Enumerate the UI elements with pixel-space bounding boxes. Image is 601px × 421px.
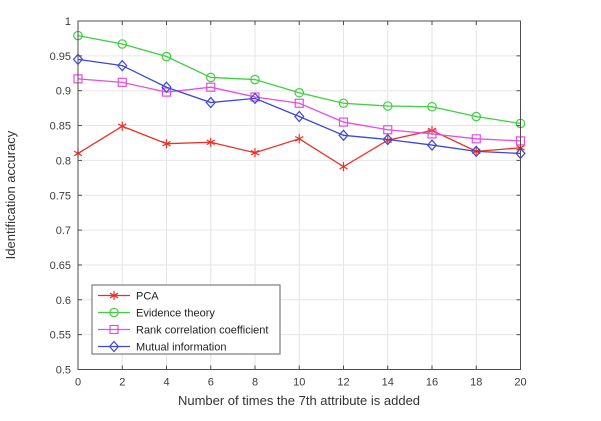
x-tick-label: 20 <box>514 377 526 389</box>
y-tick-label: 0.9 <box>56 86 71 98</box>
circle-marker <box>250 74 260 85</box>
x-axis-label: Number of times the 7th attribute is add… <box>178 393 420 408</box>
diamond-marker <box>117 59 128 72</box>
diamond-marker <box>426 139 438 151</box>
legend-item: Mutual information <box>98 340 227 354</box>
asterisk-stroke <box>339 163 348 170</box>
asterisk-marker <box>109 290 119 301</box>
square-marker <box>294 98 304 108</box>
y-tick-label: 0.65 <box>50 260 71 272</box>
square-marker <box>471 134 481 144</box>
asterisk-stroke <box>250 149 260 156</box>
y-tick-label: 0.8 <box>56 155 71 167</box>
series-line-evidence-theory <box>77 34 521 125</box>
asterisk-marker <box>206 137 216 147</box>
x-tick-label: 18 <box>470 377 482 389</box>
circle-marker <box>471 111 482 122</box>
asterisk-stroke <box>117 123 127 130</box>
square-marker <box>117 77 127 87</box>
square-marker <box>338 117 349 127</box>
legend-item: PCA <box>98 291 159 303</box>
circle-marker <box>205 72 216 83</box>
legend-item: Rank correlation coefficient <box>98 325 268 337</box>
circle-marker <box>294 87 305 98</box>
asterisk-stroke <box>206 139 216 146</box>
diamond-marker <box>108 340 120 353</box>
circle-marker <box>382 101 393 111</box>
x-tick-label: 12 <box>337 377 349 389</box>
asterisk-stroke <box>162 140 171 147</box>
diamond-marker <box>471 145 482 158</box>
asterisk-marker <box>162 139 171 149</box>
asterisk-stroke <box>294 135 304 142</box>
y-tick-label: 0.6 <box>56 295 71 307</box>
square-marker <box>161 87 172 97</box>
circle-marker <box>161 51 172 62</box>
square-marker <box>109 324 119 335</box>
series-layer <box>72 30 526 172</box>
x-tick-label: 0 <box>75 377 81 389</box>
x-tick-label: 4 <box>163 377 169 389</box>
legend-item: Evidence theory <box>98 308 215 320</box>
y-tick-label: 0.55 <box>50 330 71 342</box>
asterisk-marker <box>117 121 127 131</box>
y-tick-label: 0.7 <box>56 225 71 237</box>
tick-layer: 0 2 4 6 8 10 12 14 16 18 20 0.5 0.55 0.6 0.65 0.7 0.75 0.… <box>50 16 527 389</box>
legend-item-label: Evidence theory <box>136 308 215 320</box>
circle-marker <box>117 39 128 49</box>
diamond-marker <box>338 129 349 142</box>
square-marker <box>206 82 216 92</box>
diamond-marker <box>205 96 216 109</box>
x-tick-label: 8 <box>252 377 258 389</box>
y-tick-label: 0.95 <box>50 51 71 63</box>
square-marker <box>427 129 437 139</box>
legend-item-label: Rank correlation coefficient <box>136 325 268 337</box>
x-tick-label: 16 <box>426 377 438 389</box>
diamond-marker <box>382 133 393 146</box>
legend-box <box>91 284 281 355</box>
legend-item-label: PCA <box>136 291 159 303</box>
circle-marker <box>427 101 437 112</box>
x-tick-label: 10 <box>293 377 305 389</box>
diamond-marker <box>249 92 261 105</box>
y-axis-label: Identification accuracy <box>3 130 18 259</box>
asterisk-marker <box>250 148 260 158</box>
circle-marker <box>109 307 119 318</box>
x-tick-label: 2 <box>119 377 125 389</box>
diamond-marker <box>294 110 305 123</box>
y-tick-label: 0.85 <box>50 121 71 133</box>
series-line-mutual-information <box>77 58 521 155</box>
legend-item-label: Mutual information <box>136 342 227 354</box>
y-tick-label: 0.5 <box>56 365 71 377</box>
series-line-rank-correlation-coefficient <box>77 78 521 142</box>
x-tick-label: 6 <box>208 377 214 389</box>
y-tick-label: 0.75 <box>50 190 71 202</box>
legend: PCA Evidence theory Rank correlation coeff… <box>91 284 281 355</box>
y-tick-label: 1 <box>65 16 71 28</box>
x-tick-label: 14 <box>382 377 394 389</box>
asterisk-marker <box>339 162 348 172</box>
asterisk-stroke <box>109 292 119 299</box>
asterisk-marker <box>294 134 304 144</box>
diamond-marker <box>161 81 172 94</box>
circle-marker <box>338 98 349 109</box>
